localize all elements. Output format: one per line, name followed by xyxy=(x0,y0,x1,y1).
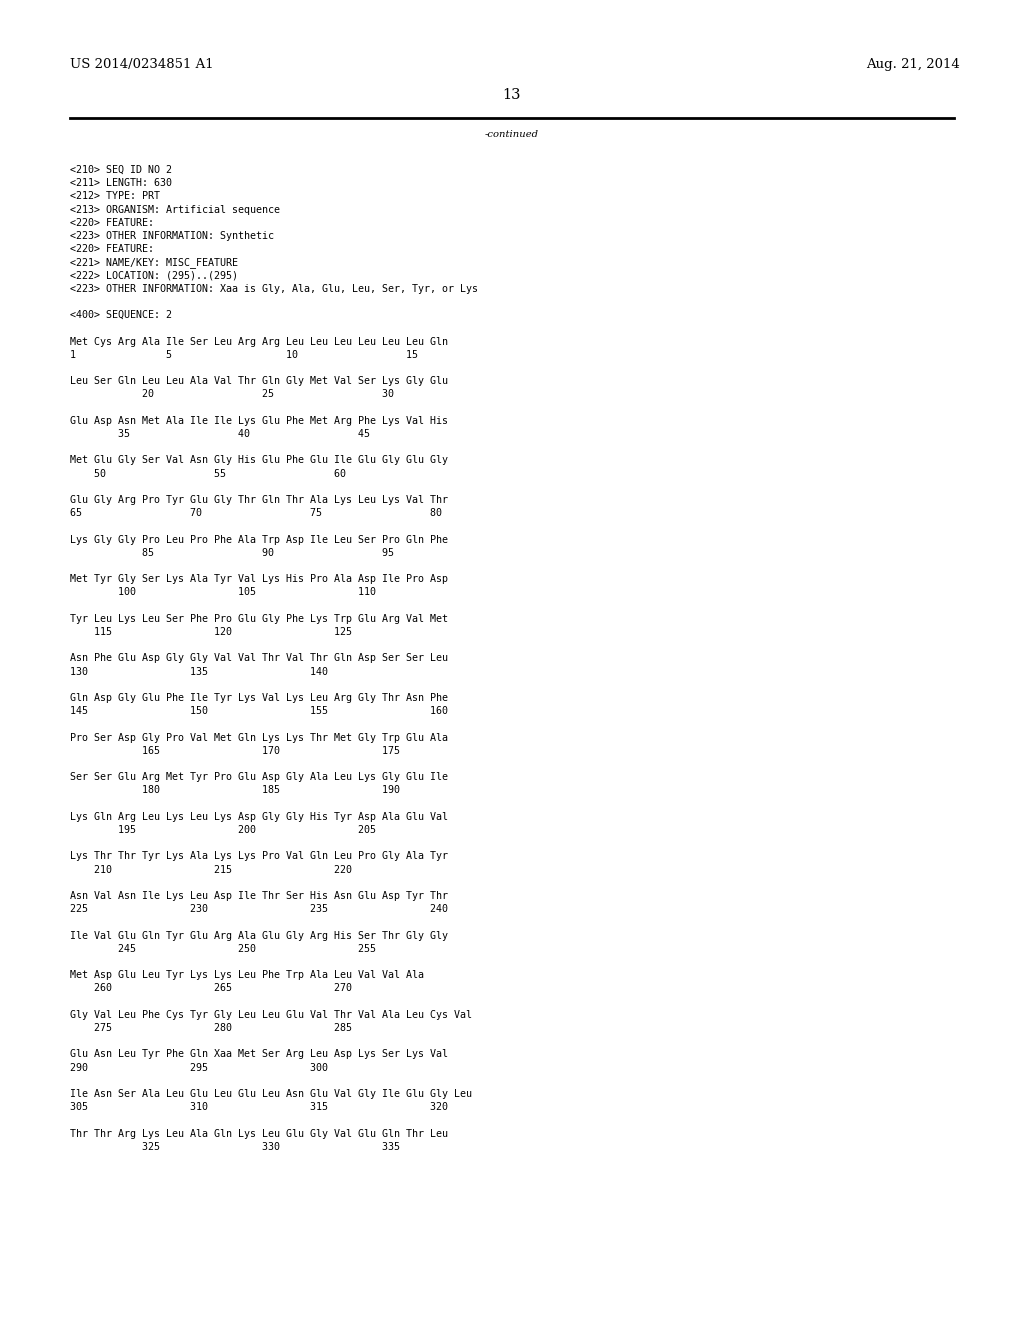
Text: <222> LOCATION: (295)..(295): <222> LOCATION: (295)..(295) xyxy=(70,271,238,281)
Text: 245                 250                 255: 245 250 255 xyxy=(70,944,376,954)
Text: 100                 105                 110: 100 105 110 xyxy=(70,587,376,598)
Text: <213> ORGANISM: Artificial sequence: <213> ORGANISM: Artificial sequence xyxy=(70,205,280,215)
Text: Met Asp Glu Leu Tyr Lys Lys Leu Phe Trp Ala Leu Val Val Ala: Met Asp Glu Leu Tyr Lys Lys Leu Phe Trp … xyxy=(70,970,424,981)
Text: <212> TYPE: PRT: <212> TYPE: PRT xyxy=(70,191,160,202)
Text: 1               5                   10                  15: 1 5 10 15 xyxy=(70,350,418,360)
Text: 225                 230                 235                 240: 225 230 235 240 xyxy=(70,904,449,915)
Text: 115                 120                 125: 115 120 125 xyxy=(70,627,352,638)
Text: Asn Val Asn Ile Lys Leu Asp Ile Thr Ser His Asn Glu Asp Tyr Thr: Asn Val Asn Ile Lys Leu Asp Ile Thr Ser … xyxy=(70,891,449,902)
Text: Met Glu Gly Ser Val Asn Gly His Glu Phe Glu Ile Glu Gly Glu Gly: Met Glu Gly Ser Val Asn Gly His Glu Phe … xyxy=(70,455,449,466)
Text: <223> OTHER INFORMATION: Xaa is Gly, Ala, Glu, Leu, Ser, Tyr, or Lys: <223> OTHER INFORMATION: Xaa is Gly, Ala… xyxy=(70,284,478,294)
Text: -continued: -continued xyxy=(485,129,539,139)
Text: 130                 135                 140: 130 135 140 xyxy=(70,667,328,677)
Text: 35                  40                  45: 35 40 45 xyxy=(70,429,370,440)
Text: Lys Gly Gly Pro Leu Pro Phe Ala Trp Asp Ile Leu Ser Pro Gln Phe: Lys Gly Gly Pro Leu Pro Phe Ala Trp Asp … xyxy=(70,535,449,545)
Text: Met Tyr Gly Ser Lys Ala Tyr Val Lys His Pro Ala Asp Ile Pro Asp: Met Tyr Gly Ser Lys Ala Tyr Val Lys His … xyxy=(70,574,449,585)
Text: Met Cys Arg Ala Ile Ser Leu Arg Arg Leu Leu Leu Leu Leu Leu Gln: Met Cys Arg Ala Ile Ser Leu Arg Arg Leu … xyxy=(70,337,449,347)
Text: 290                 295                 300: 290 295 300 xyxy=(70,1063,328,1073)
Text: <210> SEQ ID NO 2: <210> SEQ ID NO 2 xyxy=(70,165,172,176)
Text: Lys Thr Thr Tyr Lys Ala Lys Lys Pro Val Gln Leu Pro Gly Ala Tyr: Lys Thr Thr Tyr Lys Ala Lys Lys Pro Val … xyxy=(70,851,449,862)
Text: <220> FEATURE:: <220> FEATURE: xyxy=(70,244,154,255)
Text: Gln Asp Gly Glu Phe Ile Tyr Lys Val Lys Leu Arg Gly Thr Asn Phe: Gln Asp Gly Glu Phe Ile Tyr Lys Val Lys … xyxy=(70,693,449,704)
Text: Aug. 21, 2014: Aug. 21, 2014 xyxy=(866,58,961,71)
Text: 195                 200                 205: 195 200 205 xyxy=(70,825,376,836)
Text: Gly Val Leu Phe Cys Tyr Gly Leu Leu Glu Val Thr Val Ala Leu Cys Val: Gly Val Leu Phe Cys Tyr Gly Leu Leu Glu … xyxy=(70,1010,472,1020)
Text: 260                 265                 270: 260 265 270 xyxy=(70,983,352,994)
Text: Glu Asn Leu Tyr Phe Gln Xaa Met Ser Arg Leu Asp Lys Ser Lys Val: Glu Asn Leu Tyr Phe Gln Xaa Met Ser Arg … xyxy=(70,1049,449,1060)
Text: 65                  70                  75                  80: 65 70 75 80 xyxy=(70,508,442,519)
Text: 50                  55                  60: 50 55 60 xyxy=(70,469,346,479)
Text: 305                 310                 315                 320: 305 310 315 320 xyxy=(70,1102,449,1113)
Text: <211> LENGTH: 630: <211> LENGTH: 630 xyxy=(70,178,172,189)
Text: Glu Asp Asn Met Ala Ile Ile Lys Glu Phe Met Arg Phe Lys Val His: Glu Asp Asn Met Ala Ile Ile Lys Glu Phe … xyxy=(70,416,449,426)
Text: 210                 215                 220: 210 215 220 xyxy=(70,865,352,875)
Text: 180                 185                 190: 180 185 190 xyxy=(70,785,400,796)
Text: US 2014/0234851 A1: US 2014/0234851 A1 xyxy=(70,58,214,71)
Text: 85                  90                  95: 85 90 95 xyxy=(70,548,394,558)
Text: Thr Thr Arg Lys Leu Ala Gln Lys Leu Glu Gly Val Glu Gln Thr Leu: Thr Thr Arg Lys Leu Ala Gln Lys Leu Glu … xyxy=(70,1129,449,1139)
Text: 275                 280                 285: 275 280 285 xyxy=(70,1023,352,1034)
Text: Leu Ser Gln Leu Leu Ala Val Thr Gln Gly Met Val Ser Lys Gly Glu: Leu Ser Gln Leu Leu Ala Val Thr Gln Gly … xyxy=(70,376,449,387)
Text: Ile Val Glu Gln Tyr Glu Arg Ala Glu Gly Arg His Ser Thr Gly Gly: Ile Val Glu Gln Tyr Glu Arg Ala Glu Gly … xyxy=(70,931,449,941)
Text: <223> OTHER INFORMATION: Synthetic: <223> OTHER INFORMATION: Synthetic xyxy=(70,231,274,242)
Text: Ser Ser Glu Arg Met Tyr Pro Glu Asp Gly Ala Leu Lys Gly Glu Ile: Ser Ser Glu Arg Met Tyr Pro Glu Asp Gly … xyxy=(70,772,449,783)
Text: 13: 13 xyxy=(503,88,521,102)
Text: 165                 170                 175: 165 170 175 xyxy=(70,746,400,756)
Text: 20                  25                  30: 20 25 30 xyxy=(70,389,394,400)
Text: Glu Gly Arg Pro Tyr Glu Gly Thr Gln Thr Ala Lys Leu Lys Val Thr: Glu Gly Arg Pro Tyr Glu Gly Thr Gln Thr … xyxy=(70,495,449,506)
Text: <221> NAME/KEY: MISC_FEATURE: <221> NAME/KEY: MISC_FEATURE xyxy=(70,257,238,268)
Text: <400> SEQUENCE: 2: <400> SEQUENCE: 2 xyxy=(70,310,172,321)
Text: 145                 150                 155                 160: 145 150 155 160 xyxy=(70,706,449,717)
Text: Pro Ser Asp Gly Pro Val Met Gln Lys Lys Thr Met Gly Trp Glu Ala: Pro Ser Asp Gly Pro Val Met Gln Lys Lys … xyxy=(70,733,449,743)
Text: Asn Phe Glu Asp Gly Gly Val Val Thr Val Thr Gln Asp Ser Ser Leu: Asn Phe Glu Asp Gly Gly Val Val Thr Val … xyxy=(70,653,449,664)
Text: Tyr Leu Lys Leu Ser Phe Pro Glu Gly Phe Lys Trp Glu Arg Val Met: Tyr Leu Lys Leu Ser Phe Pro Glu Gly Phe … xyxy=(70,614,449,624)
Text: Ile Asn Ser Ala Leu Glu Leu Glu Leu Asn Glu Val Gly Ile Glu Gly Leu: Ile Asn Ser Ala Leu Glu Leu Glu Leu Asn … xyxy=(70,1089,472,1100)
Text: <220> FEATURE:: <220> FEATURE: xyxy=(70,218,154,228)
Text: 325                 330                 335: 325 330 335 xyxy=(70,1142,400,1152)
Text: Lys Gln Arg Leu Lys Leu Lys Asp Gly Gly His Tyr Asp Ala Glu Val: Lys Gln Arg Leu Lys Leu Lys Asp Gly Gly … xyxy=(70,812,449,822)
